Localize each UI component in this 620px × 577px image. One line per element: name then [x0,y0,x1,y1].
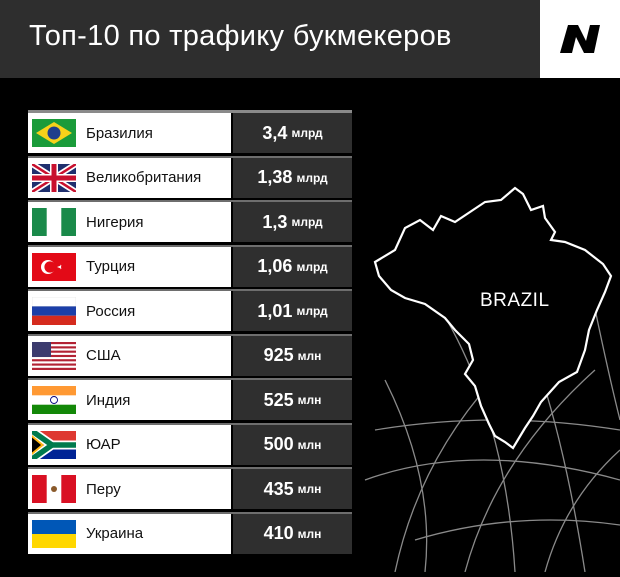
country-name: Великобритания [86,169,202,186]
country-name: Нигерия [86,213,144,231]
brazil-outline [373,186,613,450]
brazil-map [355,180,620,573]
country-name: ЮАР [86,436,121,453]
table-row: Индия 525 млн [28,378,352,420]
table-row: Россия 1,01 млрд [28,289,352,331]
turkey-flag-icon [32,252,76,281]
traffic-value: 525 [263,389,294,410]
page-title: Топ-10 по трафику букмекеров [29,20,452,52]
country-name: Индия [86,391,131,409]
traffic-value: 925 [263,345,294,365]
south-africa-flag-icon [32,430,76,459]
map-label: BRAZIL [480,290,550,311]
traffic-unit: млрд [296,304,328,318]
country-cell: Турция [28,246,231,287]
header-bar: Топ-10 по трафику букмекеров [0,0,540,78]
nigeria-flag-icon [32,208,76,236]
country-cell: США [28,335,231,376]
country-cell: Бразилия [28,113,231,153]
table-row: Нигерия 1,3 млрд [28,200,352,242]
value-cell: 3,4 млрд [233,113,352,153]
traffic-unit: млрд [291,215,323,229]
traffic-value: 1,06 [257,256,293,276]
table-row: Великобритания 1,38 млрд [28,155,352,198]
traffic-value: 410 [263,523,294,543]
table-row: Турция 1,06 млрд [28,244,352,287]
russia-flag-icon [32,297,76,325]
country-name: Украина [86,525,144,542]
globe-grid [364,186,620,573]
value-cell: 1,01 млрд [233,291,352,331]
traffic-value: 1,01 [257,300,293,321]
traffic-value: 1,38 [257,167,293,187]
country-name: Бразилия [86,124,153,142]
table-row: ЮАР 500 млн [28,422,352,465]
country-name: США [86,347,121,364]
peru-flag-icon [32,475,76,503]
country-cell: Россия [28,291,231,331]
value-cell: 1,06 млрд [233,246,352,287]
country-name: Перу [86,480,121,498]
value-cell: 925 млн [233,335,352,376]
value-cell: 410 млн [233,513,352,554]
traffic-unit: млн [297,393,322,407]
country-cell: ЮАР [28,424,231,465]
table-row: США 925 млн [28,333,352,376]
traffic-unit: млн [297,437,322,452]
value-cell: 525 млн [233,380,352,420]
traffic-value: 500 [263,434,294,454]
brand-logo-icon [560,25,600,53]
country-cell: Великобритания [28,157,231,198]
india-flag-icon [32,386,76,414]
value-cell: 435 млн [233,469,352,509]
value-cell: 1,38 млрд [233,157,352,198]
traffic-unit: млн [297,526,322,541]
ukraine-flag-icon [32,519,76,548]
country-cell: Нигерия [28,202,231,242]
logo[interactable] [540,0,620,78]
traffic-unit: млн [297,482,322,496]
traffic-value: 435 [263,478,294,499]
country-name: Россия [86,302,136,320]
table-row: Перу 435 млн [28,467,352,509]
table-row: Бразилия 3,4 млрд [28,110,352,153]
usa-flag-icon [32,341,76,370]
value-cell: 500 млн [233,424,352,465]
table-row: Украина 410 млн [28,511,352,554]
traffic-value: 3,4 [262,122,288,143]
country-cell: Индия [28,380,231,420]
brazil-flag-icon [32,119,76,147]
uk-flag-icon [32,163,76,192]
country-cell: Украина [28,513,231,554]
traffic-unit: млн [297,348,322,363]
traffic-unit: млрд [296,259,328,274]
traffic-value: 1,3 [262,211,288,232]
ranking-table: Бразилия 3,4 млрд Великобритания [28,110,352,556]
country-name: Турция [86,258,136,275]
traffic-unit: млрд [296,170,328,185]
traffic-unit: млрд [291,126,323,140]
value-cell: 1,3 млрд [233,202,352,242]
country-cell: Перу [28,469,231,509]
